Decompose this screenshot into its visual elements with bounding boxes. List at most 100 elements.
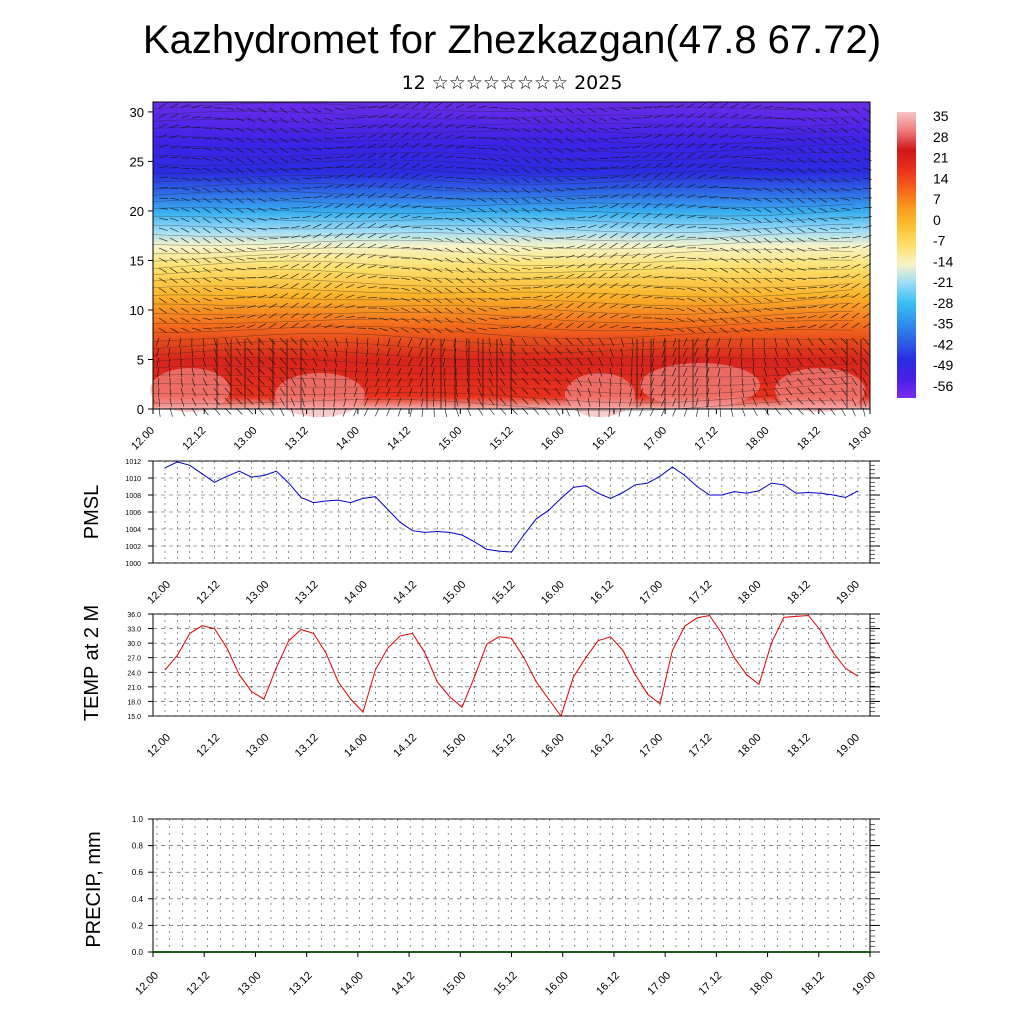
wind-barb <box>686 163 695 169</box>
wind-barb <box>257 313 267 319</box>
wind-barb <box>829 117 838 124</box>
wind-barb <box>708 317 717 324</box>
wind-barb <box>510 267 520 271</box>
wind-barb <box>510 377 517 386</box>
wind-barb <box>323 213 333 219</box>
wind-barb <box>807 387 815 395</box>
wind-barb <box>387 337 391 347</box>
wind-barb <box>466 177 476 181</box>
wind-barb <box>444 217 454 221</box>
wind-barb <box>796 287 807 290</box>
wind-barb <box>620 294 630 299</box>
wind-barb <box>686 194 696 199</box>
wind-barb <box>631 202 640 209</box>
wind-barb <box>389 203 399 209</box>
wind-barb <box>697 317 706 324</box>
wind-barb <box>202 317 212 321</box>
wind-barb <box>752 237 761 244</box>
wind-barb <box>411 297 421 303</box>
wind-barb <box>433 217 443 220</box>
wind-barb <box>290 312 299 319</box>
wind-barb <box>444 277 453 284</box>
wind-barb <box>730 227 740 232</box>
wind-barb <box>565 357 573 365</box>
wind-barb <box>312 195 322 199</box>
wind-barb <box>345 284 355 289</box>
wind-barb <box>796 347 802 356</box>
wind-barb <box>642 153 652 159</box>
wind-barb <box>158 297 167 304</box>
wind-barb <box>345 155 355 159</box>
wind-barb <box>741 207 751 212</box>
wind-barb <box>213 127 223 130</box>
wind-barb <box>719 144 729 149</box>
wind-barb <box>554 347 562 355</box>
wind-barb <box>532 357 540 365</box>
wind-barb <box>345 232 354 239</box>
wind-barb <box>785 187 794 194</box>
wind-barb <box>279 137 288 144</box>
wind-barb <box>532 347 540 355</box>
wind-barb <box>741 277 750 284</box>
wind-barb <box>661 357 666 367</box>
precip-x-tick-label: 16.00 <box>543 970 571 998</box>
wind-barb <box>290 197 301 199</box>
wind-barb <box>763 177 773 182</box>
wind-barb <box>466 327 476 332</box>
wind-barb <box>224 387 232 395</box>
wind-barb <box>609 185 619 189</box>
wind-barb <box>235 177 244 184</box>
wind-barb <box>323 303 333 309</box>
wind-barb <box>675 142 684 149</box>
wind-barb <box>246 314 256 319</box>
wind-barb <box>576 127 585 133</box>
wind-barb <box>389 113 399 119</box>
wind-barb <box>510 157 519 163</box>
wind-barb <box>774 217 783 224</box>
wind-barb <box>268 256 278 259</box>
wind-barb <box>587 292 596 299</box>
wind-barb <box>672 337 677 347</box>
wind-barb <box>672 387 677 397</box>
wind-barb <box>510 347 516 356</box>
wind-barb <box>862 273 871 279</box>
wind-barb <box>807 377 815 385</box>
wind-barb <box>466 227 475 233</box>
wind-barb <box>620 252 629 259</box>
wind-barb <box>312 387 316 397</box>
wind-barb <box>400 132 409 139</box>
wind-barb <box>587 337 594 346</box>
wind-barb <box>807 157 816 164</box>
wind-barb <box>543 347 551 355</box>
wind-barb <box>422 247 432 251</box>
wind-barb <box>664 297 674 300</box>
wind-barb <box>862 312 871 319</box>
wind-barb <box>609 194 619 199</box>
wind-barb <box>158 327 167 334</box>
wind-barb <box>301 347 308 356</box>
contour-line <box>152 333 854 347</box>
wind-barb <box>499 177 508 183</box>
wind-barb <box>378 105 388 109</box>
wind-barb <box>829 377 837 385</box>
wind-barb <box>488 197 497 203</box>
wind-barb <box>851 197 861 200</box>
wind-barb <box>543 266 553 269</box>
wind-barb <box>609 242 618 249</box>
wind-barb <box>851 322 860 329</box>
surface-wind-strokes <box>216 339 862 409</box>
wind-barb <box>642 233 651 239</box>
wind-barb <box>521 257 531 261</box>
wind-barb <box>246 324 256 329</box>
temp-x-tick-label: 16.00 <box>539 732 567 760</box>
wind-barb <box>675 235 685 239</box>
wind-barb <box>672 377 677 387</box>
wind-barb <box>664 213 674 219</box>
wind-barb <box>191 257 200 264</box>
wind-barb <box>774 387 781 396</box>
wind-barb <box>718 377 721 387</box>
wind-barb <box>419 367 424 377</box>
wind-barb <box>389 235 399 239</box>
y-tick-label: 30 <box>130 105 144 120</box>
wind-barb <box>829 323 838 329</box>
